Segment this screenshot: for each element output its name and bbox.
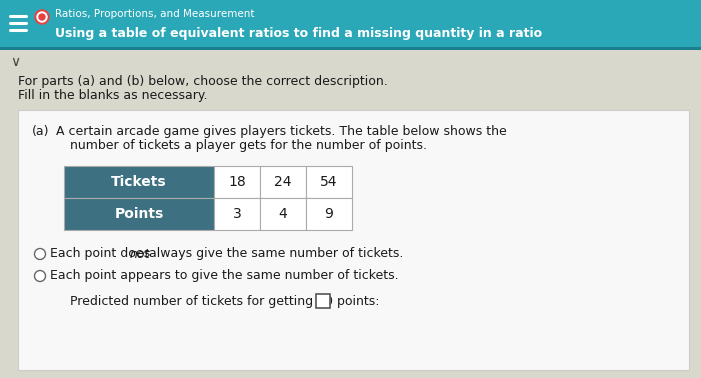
Bar bbox=[316, 294, 330, 308]
Bar bbox=[0, 47, 701, 50]
Text: 9: 9 bbox=[325, 207, 334, 221]
Text: Tickets: Tickets bbox=[111, 175, 167, 189]
Circle shape bbox=[37, 12, 47, 22]
Bar bbox=[64, 166, 214, 198]
Text: Predicted number of tickets for getting 10 points:: Predicted number of tickets for getting … bbox=[70, 296, 379, 308]
Text: 18: 18 bbox=[228, 175, 246, 189]
Text: 3: 3 bbox=[233, 207, 241, 221]
Text: 24: 24 bbox=[274, 175, 292, 189]
Bar bbox=[306, 198, 352, 230]
Circle shape bbox=[35, 10, 49, 24]
Circle shape bbox=[39, 14, 45, 20]
Bar bbox=[260, 198, 306, 230]
Text: (a): (a) bbox=[32, 125, 50, 138]
Text: A certain arcade game gives players tickets. The table below shows the: A certain arcade game gives players tick… bbox=[56, 125, 507, 138]
Text: Points: Points bbox=[114, 207, 163, 221]
Bar bbox=[214, 198, 260, 230]
Text: 54: 54 bbox=[320, 175, 338, 189]
Text: Each point does: Each point does bbox=[50, 248, 154, 260]
Text: For parts (a) and (b) below, choose the correct description.: For parts (a) and (b) below, choose the … bbox=[18, 76, 388, 88]
Bar bbox=[0, 0, 701, 50]
Text: Using a table of equivalent ratios to find a missing quantity in a ratio: Using a table of equivalent ratios to fi… bbox=[55, 28, 542, 40]
Text: ∨: ∨ bbox=[10, 55, 20, 69]
Text: not: not bbox=[130, 248, 151, 260]
Circle shape bbox=[34, 248, 46, 260]
Bar bbox=[214, 166, 260, 198]
Text: Ratios, Proportions, and Measurement: Ratios, Proportions, and Measurement bbox=[55, 9, 254, 19]
Bar bbox=[306, 166, 352, 198]
Text: Fill in the blanks as necessary.: Fill in the blanks as necessary. bbox=[18, 90, 207, 102]
Bar bbox=[64, 198, 214, 230]
Circle shape bbox=[34, 271, 46, 282]
Text: number of tickets a player gets for the number of points.: number of tickets a player gets for the … bbox=[70, 139, 427, 152]
Text: always give the same number of tickets.: always give the same number of tickets. bbox=[145, 248, 403, 260]
Text: Each point appears to give the same number of tickets.: Each point appears to give the same numb… bbox=[50, 270, 399, 282]
Text: 4: 4 bbox=[278, 207, 287, 221]
FancyBboxPatch shape bbox=[18, 110, 689, 370]
Bar bbox=[260, 166, 306, 198]
